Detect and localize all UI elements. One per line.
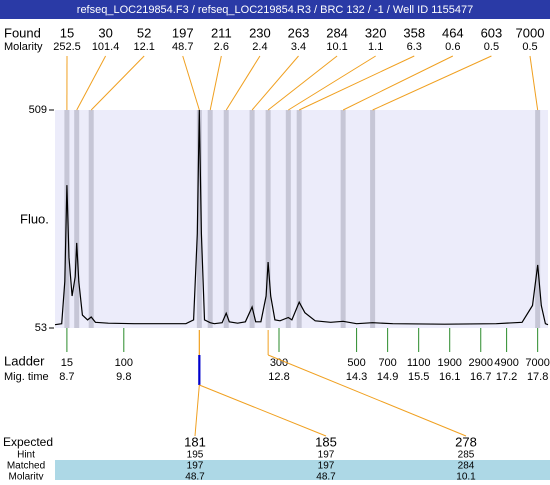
cell-expected: 181: [184, 434, 206, 449]
found-molarity: 1.1: [368, 41, 383, 53]
found-molarity: 0.5: [484, 41, 499, 53]
ladder-label: Ladder: [4, 353, 45, 368]
match-connector: [195, 385, 199, 436]
cell-expected: 278: [455, 434, 477, 449]
y-axis-label: Fluo.: [20, 211, 49, 226]
peak-band: [286, 110, 291, 328]
ladder-time: 9.8: [116, 371, 131, 383]
found-size: 230: [249, 25, 271, 40]
peak-band: [89, 110, 94, 328]
peak-connector: [373, 56, 492, 110]
ladder-time: 12.8: [268, 371, 289, 383]
ladder-size: 2900: [469, 357, 493, 369]
ladder-time: 15.5: [408, 371, 429, 383]
peak-band: [224, 110, 229, 328]
peak-connector: [226, 56, 260, 110]
found-size: 7000: [516, 25, 545, 40]
ladder-size: 100: [115, 357, 133, 369]
peak-connector: [77, 56, 106, 110]
found-molarity: 12.1: [133, 41, 154, 53]
row-label: Expected: [3, 435, 53, 449]
matched-row-bg: [55, 460, 550, 480]
found-size: 603: [481, 25, 503, 40]
peak-band: [74, 110, 79, 328]
mig-time-label: Mig. time: [4, 371, 49, 383]
cell-hint: 195: [187, 450, 204, 461]
peak-connector: [530, 56, 538, 110]
cell-molarity: 48.7: [316, 472, 336, 480]
found-label: Found: [4, 25, 41, 40]
found-molarity: 101.4: [92, 41, 120, 53]
ladder-size: 1100: [407, 357, 431, 369]
peak-connector: [252, 56, 298, 110]
match-connector: [268, 355, 466, 436]
ladder-time: 8.7: [59, 371, 74, 383]
found-molarity: 252.5: [53, 41, 81, 53]
cell-matched: 197: [318, 461, 335, 472]
ladder-size: 1900: [437, 357, 461, 369]
peak-connector: [268, 56, 337, 110]
ladder-size: 500: [347, 357, 365, 369]
found-size: 358: [403, 25, 425, 40]
ladder-time: 17.2: [496, 371, 517, 383]
found-molarity: 2.4: [252, 41, 267, 53]
peak-band: [64, 110, 69, 328]
cell-expected: 185: [315, 434, 337, 449]
y-tick-label: 53: [35, 322, 47, 334]
found-size: 52: [137, 25, 151, 40]
peak-band: [297, 110, 302, 328]
cell-matched: 284: [458, 461, 475, 472]
peak-band: [341, 110, 346, 328]
cell-molarity: 10.1: [456, 472, 476, 480]
found-size: 320: [365, 25, 387, 40]
found-molarity: 10.1: [326, 41, 347, 53]
found-molarity: 0.5: [522, 41, 537, 53]
peak-band: [208, 110, 213, 328]
cell-hint: 197: [318, 450, 335, 461]
ladder-time: 17.8: [527, 371, 548, 383]
ladder-time: 16.1: [439, 371, 460, 383]
found-molarity: 0.6: [445, 41, 460, 53]
found-size: 284: [326, 25, 348, 40]
ladder-size: 7000: [525, 357, 549, 369]
ladder-size: 300: [270, 357, 288, 369]
peak-band: [535, 110, 540, 328]
found-molarity: 2.6: [214, 41, 229, 53]
ladder-time: 16.7: [470, 371, 491, 383]
molarity-label: Molarity: [4, 41, 43, 53]
header-title: refseq_LOC219854.F3 / refseq_LOC219854.R…: [77, 4, 473, 16]
row-label: Hint: [17, 450, 35, 461]
ladder-size: 15: [61, 357, 73, 369]
found-molarity: 6.3: [407, 41, 422, 53]
y-tick-label: 509: [29, 104, 47, 116]
ladder-size: 4900: [494, 357, 518, 369]
peak-connector: [288, 56, 375, 110]
found-size: 30: [98, 25, 112, 40]
row-label: Molarity: [8, 472, 43, 480]
ladder-time: 14.3: [346, 371, 367, 383]
found-molarity: 48.7: [172, 41, 193, 53]
peak-connector: [183, 56, 200, 110]
found-size: 263: [288, 25, 310, 40]
peak-connector: [210, 56, 221, 110]
peak-band: [250, 110, 255, 328]
found-size: 197: [172, 25, 194, 40]
match-connector: [199, 385, 326, 436]
peak-connector: [91, 56, 144, 110]
cell-hint: 285: [458, 450, 475, 461]
found-size: 211: [211, 25, 232, 40]
cell-molarity: 48.7: [185, 472, 205, 480]
found-molarity: 3.4: [291, 41, 306, 53]
peak-band: [370, 110, 375, 328]
ladder-time: 14.9: [377, 371, 398, 383]
cell-matched: 197: [187, 461, 204, 472]
ladder-size: 700: [378, 357, 396, 369]
found-size: 464: [442, 25, 464, 40]
row-label: Matched: [7, 461, 45, 472]
found-size: 15: [60, 25, 74, 40]
